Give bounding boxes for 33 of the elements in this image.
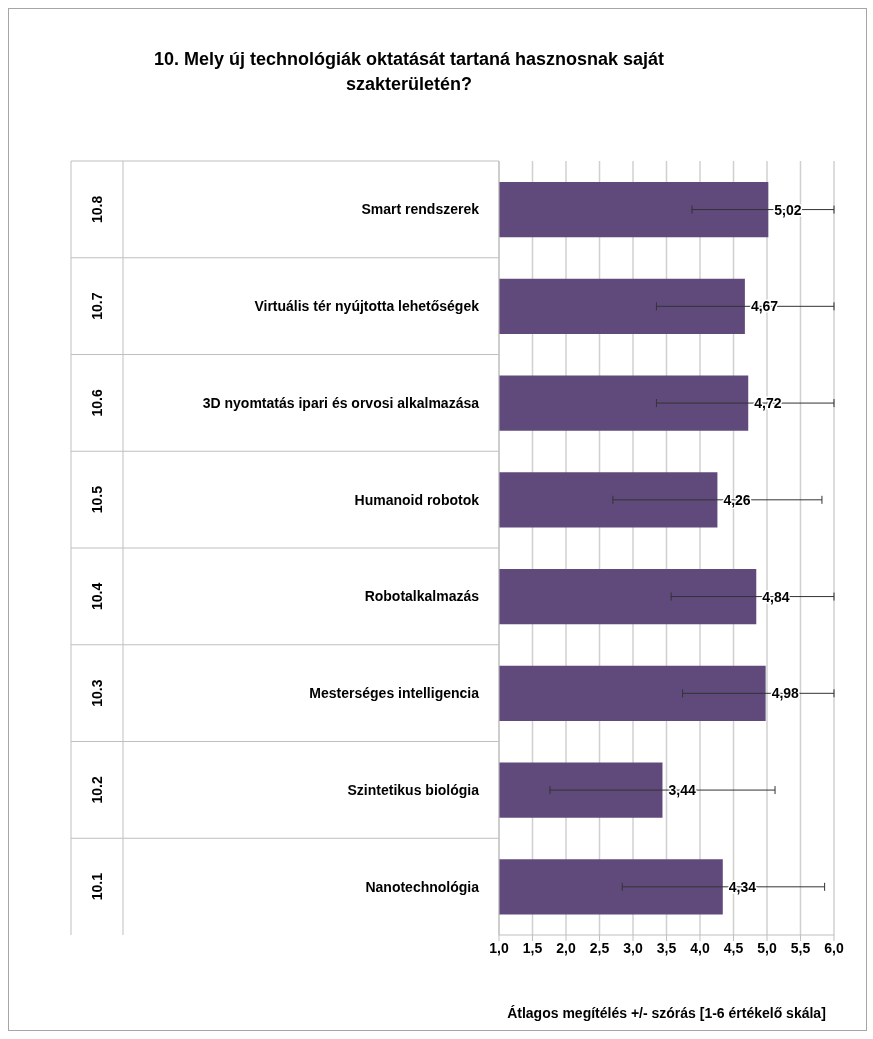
x-tick-label: 2,0 [556,939,576,956]
y-tick-label: Virtuális tér nyújtotta lehetőségek [254,298,480,315]
x-axis-title: Átlagos megítélés +/- szórás [1-6 értékelő skála] [507,1005,826,1021]
x-tick-label: 4,5 [723,939,744,956]
text: 10.8 [89,195,105,223]
text: 10.1 [89,872,105,901]
y-tick-label: Szintetikus biológia [347,781,480,798]
text: 10.2 [89,776,105,804]
x-tick-label: 1,5 [522,939,543,956]
data-label: 4,26 [723,491,751,508]
data-label: 3,44 [668,782,696,799]
data-label: 4,72 [754,395,782,412]
x-tick-label: 5,0 [757,939,777,956]
text: 10.3 [89,679,105,707]
x-tick-label: 1,0 [489,939,509,956]
x-tick-label: 3,5 [656,939,677,956]
text: 10.7 [89,292,105,320]
y-tick-label: Mesterséges intelligencia [309,685,480,702]
text: 10.4 [89,582,105,610]
x-tick-label: 3,0 [623,939,643,956]
x-tick-label: 4,0 [690,939,710,956]
y-tick-label: Humanoid robotok [354,491,480,508]
text: 10.6 [89,389,105,417]
x-tick-label: 6,0 [824,939,844,956]
x-tick-label: 2,5 [589,939,610,956]
y-tick-label: 3D nyomtatás ipari és orvosi alkalmazása [202,394,480,411]
text: 10.5 [89,485,105,514]
y-tick-label: Nanotechnológia [365,878,480,895]
y-tick-label: Robotalkalmazás [364,588,480,605]
x-tick-label: 5,5 [790,939,811,956]
y-tick-label: Smart rendszerek [361,201,480,218]
chart-title: 10. Mely új technológiák oktatását tartaná hasznosnak saját szakterületén? [152,48,666,96]
data-label: 4,34 [728,878,757,895]
